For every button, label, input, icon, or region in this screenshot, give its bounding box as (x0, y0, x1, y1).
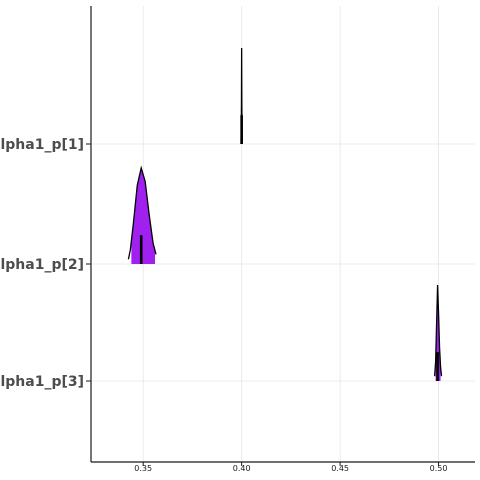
ridge-3 (433, 284, 443, 381)
ridge-outline-3 (433, 284, 443, 377)
x-tick-label-1: 0.40 (233, 464, 251, 473)
ridge-outline-2 (127, 165, 157, 260)
y-tick-label-3: alpha1_p[3] (0, 374, 84, 390)
y-tick-label-1: alpha1_p[1] (0, 137, 84, 153)
x-tick-label-3: 0.50 (430, 464, 448, 473)
x-ticks: 0.35 0.40 0.45 0.50 (134, 462, 447, 473)
ridge-fill-2 (131, 168, 155, 264)
x-tick-label-0: 0.35 (134, 464, 152, 473)
y-ticks: alpha1_p[1] alpha1_p[2] alpha1_p[3] (0, 137, 91, 390)
axes (90, 6, 475, 463)
ridge-2 (127, 165, 157, 264)
ridges (127, 47, 443, 381)
ridge-1 (240, 47, 243, 145)
x-tick-label-2: 0.45 (331, 464, 349, 473)
y-tick-label-2: alpha1_p[2] (0, 257, 84, 273)
